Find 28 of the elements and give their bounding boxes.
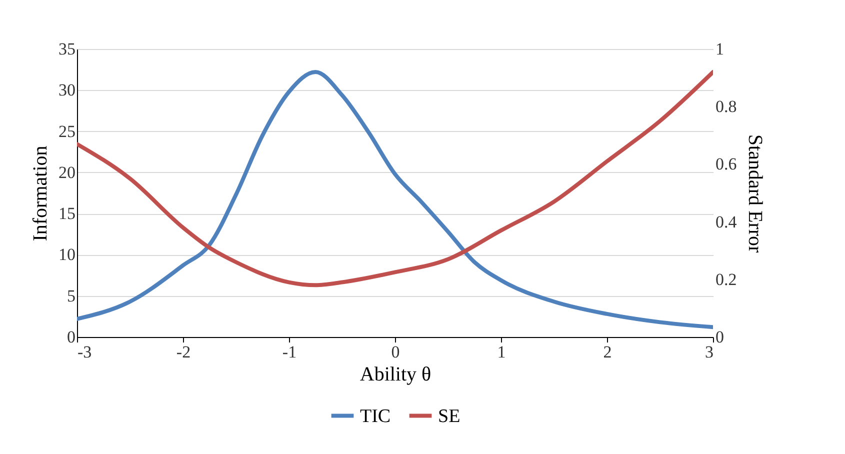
y2-axis-title: Standard Error (744, 134, 766, 253)
y-axis-title: Information (30, 146, 52, 242)
line-series (77, 70, 713, 288)
x-tick-label: 2 (603, 342, 612, 362)
x-tick-label: 0 (391, 342, 400, 362)
y2-tick-label: 1 (716, 40, 724, 58)
x-tick-label: 1 (497, 342, 506, 362)
y-tick-label: 30 (58, 80, 76, 100)
y-tick-label: 25 (58, 122, 76, 141)
line-series (77, 70, 713, 330)
y-tick-label: 0 (67, 328, 76, 346)
x-tick-label: 3 (705, 342, 714, 362)
y2-tick-label: 0.2 (716, 270, 737, 289)
y2-tick-label: 0.8 (716, 97, 737, 116)
y-tick-label: 35 (58, 40, 76, 58)
y2-tick-label: 0.4 (716, 212, 738, 232)
y-tick-label: 5 (67, 286, 76, 306)
y-tick-label: 10 (58, 245, 76, 264)
y-tick-label: 20 (58, 162, 76, 182)
legend-label: TIC (360, 406, 391, 427)
legend-label: SE (438, 406, 460, 427)
x-tick-label: -2 (176, 342, 191, 362)
x-tick-label: -3 (78, 342, 92, 362)
y2-tick-label: 0.6 (716, 154, 737, 174)
y-tick-label: 15 (58, 204, 76, 224)
y2-tick-label: 0 (716, 328, 724, 346)
x-axis-title: Ability θ (360, 364, 432, 386)
x-tick-label: -1 (282, 342, 297, 362)
